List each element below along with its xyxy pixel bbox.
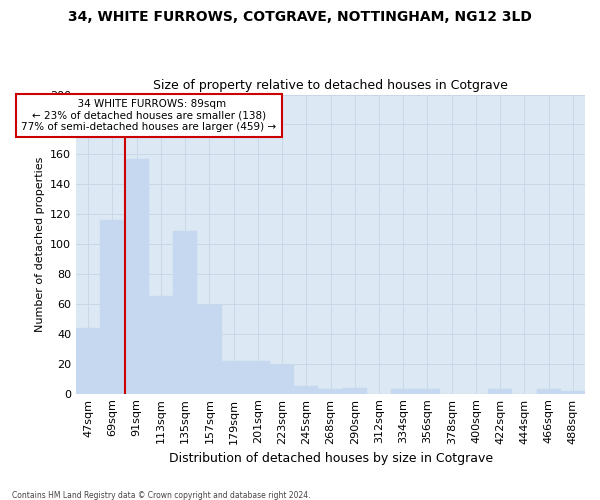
X-axis label: Distribution of detached houses by size in Cotgrave: Distribution of detached houses by size … <box>169 452 493 465</box>
Bar <box>343 388 367 394</box>
Y-axis label: Number of detached properties: Number of detached properties <box>35 156 44 332</box>
Bar <box>125 159 149 394</box>
Bar <box>488 389 512 394</box>
Bar <box>294 386 319 394</box>
Bar <box>149 296 173 394</box>
Bar <box>100 220 125 394</box>
Bar <box>197 306 221 394</box>
Text: Contains HM Land Registry data © Crown copyright and database right 2024.: Contains HM Land Registry data © Crown c… <box>12 490 311 500</box>
Title: Size of property relative to detached houses in Cotgrave: Size of property relative to detached ho… <box>153 79 508 92</box>
Bar <box>76 328 100 394</box>
Bar <box>415 389 440 394</box>
Bar <box>221 361 246 394</box>
Bar <box>536 389 561 394</box>
Bar <box>391 389 415 394</box>
Bar <box>173 230 197 394</box>
Bar <box>561 390 585 394</box>
Bar <box>270 366 294 394</box>
Text: 34, WHITE FURROWS, COTGRAVE, NOTTINGHAM, NG12 3LD: 34, WHITE FURROWS, COTGRAVE, NOTTINGHAM,… <box>68 10 532 24</box>
Bar <box>319 389 343 394</box>
Text: 34 WHITE FURROWS: 89sqm
← 23% of detached houses are smaller (138)
77% of semi-d: 34 WHITE FURROWS: 89sqm ← 23% of detache… <box>21 99 277 132</box>
Bar <box>246 361 270 394</box>
